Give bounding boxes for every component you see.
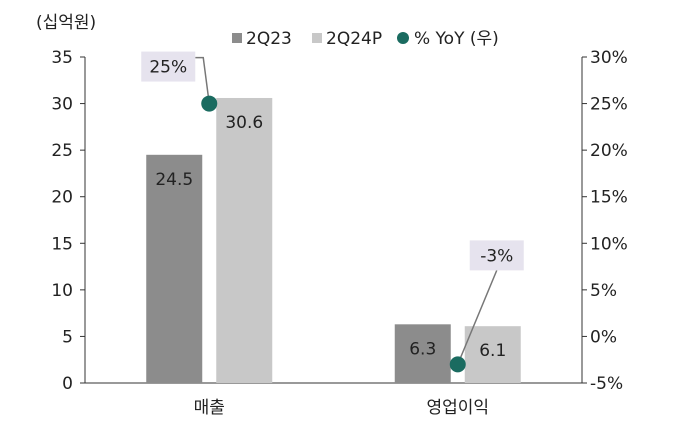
y-right-tick-label: 5% <box>590 281 617 301</box>
yoy-leader-line <box>195 56 210 104</box>
bar-value-label: 6.3 <box>409 339 436 359</box>
y-left-tick-label: 20 <box>51 188 73 208</box>
x-axis-categories: 매출 영업이익 <box>194 398 489 418</box>
legend-label-2q24p: 2Q24P <box>326 29 382 49</box>
y-left-tick-label: 35 <box>51 48 73 68</box>
legend-label-yoy: % YoY (우) <box>414 29 499 49</box>
y-right-tick-label: 15% <box>590 188 628 208</box>
yoy-label-box <box>469 240 524 271</box>
bar-2q24p <box>216 97 273 384</box>
legend-swatch-2q23 <box>232 33 242 43</box>
y-axis-right-ticks: -5% 0% 5% 10% 15% 20% 25% 30% <box>582 48 628 394</box>
y-left-tick-label: 15 <box>51 234 73 254</box>
y-left-tick-label: 10 <box>51 281 73 301</box>
y-right-tick-label: 30% <box>590 48 628 68</box>
bar-2q23 <box>146 154 203 383</box>
y-left-tick-label: 30 <box>51 95 73 115</box>
y-left-tick-label: 25 <box>51 141 73 161</box>
bar-value-label: 24.5 <box>155 170 193 190</box>
y-right-tick-label: -5% <box>590 374 623 394</box>
y-right-tick-label: 20% <box>590 141 628 161</box>
bars: 24.5 30.6 6.3 6.1 <box>146 97 521 384</box>
y-axis-unit-label: (십억원) <box>36 13 96 33</box>
yoy-value-label: -3% <box>480 246 513 266</box>
yoy-marker <box>449 356 466 373</box>
y-left-tick-label: 5 <box>62 327 73 347</box>
yoy-leader-line <box>457 270 498 365</box>
y-right-tick-label: 25% <box>590 95 628 115</box>
legend: 2Q23 2Q24P % YoY (우) <box>232 29 499 49</box>
y-right-tick-label: 10% <box>590 234 628 254</box>
yoy-series: 25% -3% <box>141 51 524 373</box>
bar-2q23 <box>394 324 451 383</box>
yoy-marker <box>201 95 218 112</box>
yoy-label-box <box>141 51 196 82</box>
legend-swatch-2q24p <box>312 33 322 43</box>
y-right-tick-label: 0% <box>590 327 617 347</box>
bar-value-label: 6.1 <box>479 341 506 361</box>
y-left-tick-label: 0 <box>62 374 73 394</box>
y-axis-left-ticks: 0 5 10 15 20 25 30 35 <box>51 48 85 394</box>
bar-value-label: 30.6 <box>225 113 263 133</box>
bar-2q24p <box>464 326 521 383</box>
x-category-label: 영업이익 <box>426 398 489 418</box>
x-category-label: 매출 <box>194 398 225 418</box>
yoy-value-label: 25% <box>149 58 187 78</box>
legend-marker-yoy <box>397 32 409 44</box>
legend-label-2q23: 2Q23 <box>246 29 292 49</box>
